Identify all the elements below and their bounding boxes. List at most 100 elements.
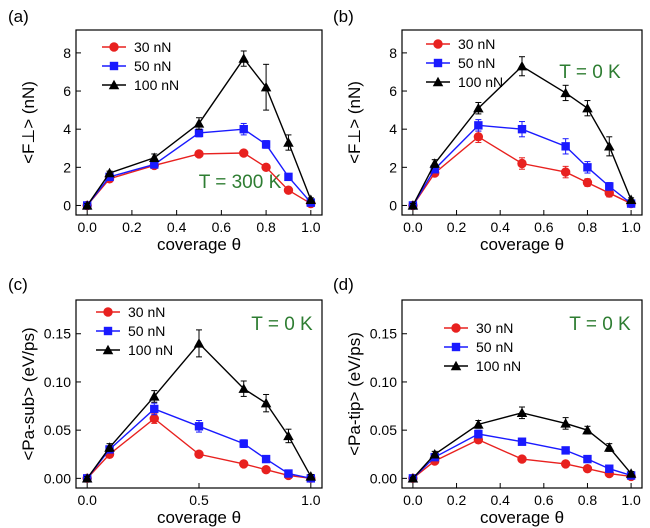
data-point	[604, 442, 615, 452]
data-point	[239, 459, 249, 469]
data-point	[625, 194, 637, 204]
legend-marker	[109, 61, 119, 71]
data-point	[239, 148, 249, 158]
data-point	[284, 172, 293, 182]
legend-marker	[433, 58, 443, 68]
legend-marker	[109, 42, 119, 52]
legend: 30 nN 50 nN 100 nN	[96, 304, 173, 358]
data-point	[149, 413, 159, 424]
legend: 30 nN 50 nN 100 nN	[102, 39, 179, 93]
data-point	[407, 200, 419, 210]
x-tick-label: 0.4	[490, 492, 510, 508]
data-point	[194, 422, 204, 431]
legend-label: 30 nN	[128, 304, 165, 320]
y-tick-label: 0.15	[370, 326, 397, 342]
x-tick-label: 1.0	[301, 492, 321, 508]
series-50-nN	[82, 122, 316, 210]
data-point	[582, 102, 593, 113]
y-tick-label: 0.15	[44, 326, 71, 342]
data-point	[560, 418, 571, 428]
data-point	[149, 152, 160, 162]
y-axis-label: <Pa-tip> (eV/ps)	[345, 332, 364, 456]
legend-label: 100 nN	[458, 74, 503, 90]
data-point	[150, 160, 159, 169]
data-point	[238, 383, 249, 393]
x-axis-label: coverage θ	[157, 508, 241, 527]
y-tick-label: 0.00	[370, 470, 397, 486]
panel-label: (d)	[333, 275, 354, 294]
series-100-nN	[81, 329, 317, 483]
data-point	[561, 446, 570, 455]
legend-label: 30 nN	[458, 36, 495, 52]
data-point	[560, 167, 571, 177]
data-point	[194, 149, 204, 159]
data-point	[473, 102, 484, 113]
series-30-nN	[408, 130, 636, 211]
data-point	[305, 471, 317, 481]
data-point	[81, 200, 93, 210]
data-point	[193, 118, 205, 128]
y-tick-label: 6	[63, 83, 71, 99]
y-tick-label: 0.00	[44, 470, 71, 486]
x-tick-label: 0.4	[490, 219, 510, 235]
data-point	[104, 167, 115, 178]
legend-marker	[450, 360, 462, 371]
series-line	[86, 128, 312, 206]
data-point	[473, 132, 484, 142]
x-tick-label: 0.8	[256, 219, 276, 235]
data-point	[261, 454, 271, 464]
data-point	[261, 464, 271, 475]
x-tick-label: 0.6	[534, 492, 554, 508]
panel-c: (c) 0.0 0.5 1.0 0.00 0.05 0.10 0.15 coverage θ <P…	[8, 275, 323, 527]
legend-label: 50 nN	[128, 323, 165, 339]
temperature-annotation: T = 300 K	[199, 172, 282, 193]
data-point	[560, 87, 571, 98]
x-tick-label: 0.4	[167, 219, 187, 235]
y-axis-label: <F⊥> (nN)	[345, 81, 364, 164]
x-tick-label: 0.8	[578, 492, 598, 508]
y-tick-label: 0	[389, 197, 397, 213]
legend-label: 100 nN	[128, 342, 173, 358]
data-point	[81, 473, 93, 483]
panel-d: (d) 0.0 0.2 0.4 0.6 0.8 1.0 0.00 0.05 0.10 0.15 cov…	[333, 275, 643, 527]
y-tick-label: 0.05	[44, 422, 71, 438]
legend-marker	[102, 344, 114, 355]
legend-marker	[432, 76, 444, 87]
y-tick-label: 8	[63, 45, 71, 61]
panel-b: (b) 0.0 0.2 0.4 0.6 0.8 1.0 0 2 4 6 8 coverage θ <F⊥>…	[333, 7, 643, 254]
legend-label: 30 nN	[134, 39, 171, 55]
x-tick-label: 0.0	[77, 492, 97, 508]
data-point	[430, 165, 439, 174]
legend-label: 30 nN	[476, 320, 513, 336]
series-line	[86, 342, 312, 479]
legend-marker	[103, 307, 113, 317]
data-point	[239, 439, 248, 448]
series-50-nN	[82, 402, 316, 483]
y-tick-label: 2	[389, 159, 397, 175]
data-point	[429, 449, 440, 459]
data-point	[150, 404, 159, 414]
x-tick-label: 1.0	[301, 219, 321, 235]
y-tick-label: 0.10	[44, 374, 71, 390]
data-point	[473, 419, 484, 429]
legend-label: 50 nN	[476, 339, 513, 355]
legend-label: 50 nN	[134, 58, 171, 74]
data-point	[516, 407, 528, 417]
panel-label: (b)	[333, 7, 354, 26]
data-point	[582, 464, 593, 474]
data-point	[429, 158, 440, 168]
data-point	[582, 424, 593, 435]
x-tick-label: 0.2	[447, 219, 467, 235]
y-axis-label: <Pa-sub> (eV/ps)	[19, 327, 38, 460]
x-tick-label: 0.2	[122, 219, 142, 235]
data-point	[305, 194, 317, 204]
x-tick-label: 0.0	[77, 219, 97, 235]
x-axis-label: coverage θ	[157, 235, 241, 254]
data-point	[605, 464, 614, 473]
temperature-annotation: T = 0 K	[559, 62, 621, 83]
legend-label: 100 nN	[476, 358, 521, 374]
data-point	[283, 430, 294, 441]
series-line	[86, 57, 312, 206]
x-axis-label: coverage θ	[480, 235, 564, 254]
